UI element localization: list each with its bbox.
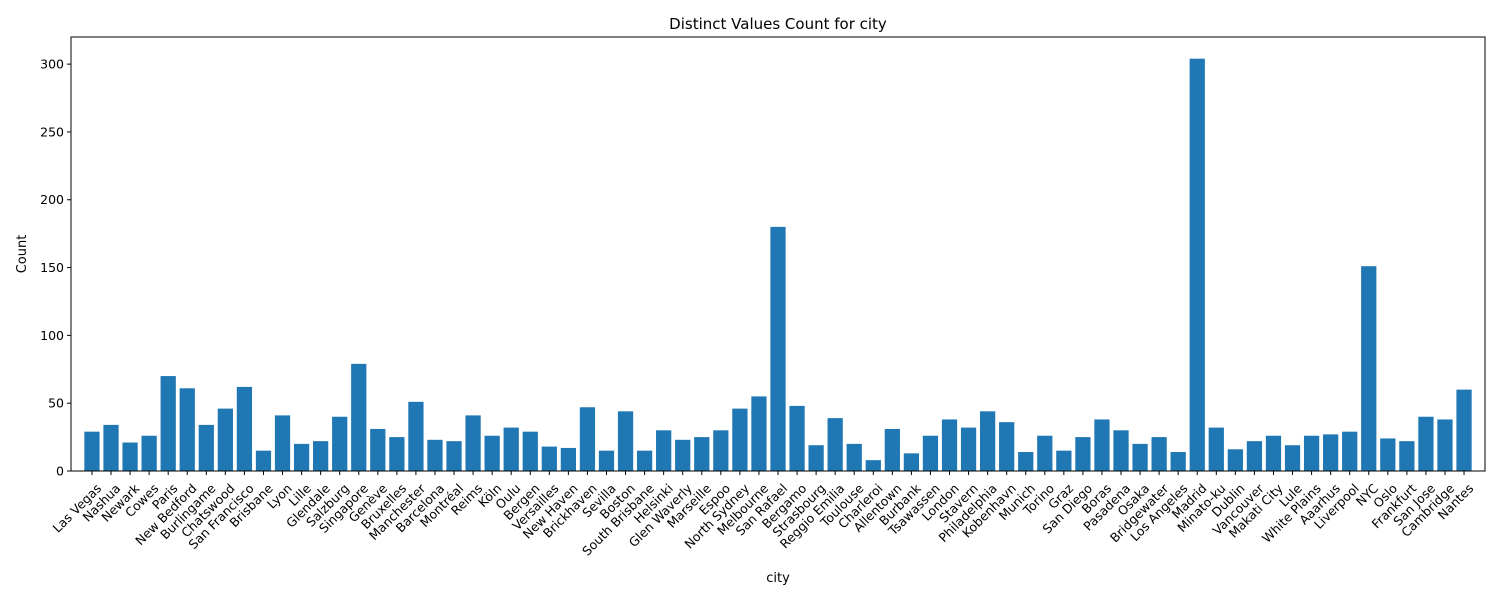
x-axis-label: city <box>766 571 790 586</box>
bar <box>217 408 233 471</box>
bar <box>751 396 767 471</box>
y-tick-label: 250 <box>40 124 64 139</box>
bar <box>827 418 843 471</box>
bar <box>694 437 710 471</box>
bar <box>332 416 348 471</box>
bar <box>1227 449 1243 471</box>
bar <box>370 428 386 471</box>
y-tick-label: 150 <box>40 260 64 275</box>
y-tick-label: 50 <box>48 396 64 411</box>
bar <box>141 435 157 471</box>
bar <box>1208 427 1224 471</box>
bar <box>960 427 977 471</box>
y-tick-label: 0 <box>56 463 64 478</box>
bar <box>446 441 462 471</box>
bar <box>846 443 862 471</box>
bar <box>351 363 367 471</box>
bar <box>1456 389 1472 471</box>
bar <box>313 441 329 471</box>
bar <box>1323 434 1339 471</box>
bar <box>770 226 786 471</box>
bar <box>789 405 805 471</box>
bar <box>903 453 920 471</box>
bar <box>980 411 996 471</box>
bar <box>865 460 881 471</box>
bar <box>598 450 615 471</box>
bar <box>1075 437 1091 471</box>
chart-title: Distinct Values Count for city <box>669 15 887 33</box>
bar <box>1094 419 1110 471</box>
y-axis-label: Count <box>15 235 30 274</box>
bar <box>274 415 291 471</box>
bar <box>1342 431 1358 471</box>
bar <box>541 446 557 471</box>
bar <box>84 431 100 471</box>
bar <box>1399 441 1415 471</box>
bar <box>1170 452 1186 471</box>
bar <box>255 450 272 471</box>
bar <box>1113 430 1129 471</box>
bar <box>103 424 119 471</box>
bar <box>579 407 596 471</box>
bar <box>1418 416 1434 471</box>
bar <box>1284 445 1301 471</box>
bar <box>713 430 729 471</box>
bar <box>1437 419 1453 471</box>
bar <box>1361 266 1377 471</box>
plot-frame <box>70 36 1486 472</box>
bar <box>1303 435 1320 471</box>
bar <box>1189 58 1205 471</box>
y-tick-label: 200 <box>40 192 64 207</box>
bar <box>484 435 500 471</box>
bar <box>732 408 748 471</box>
bar <box>675 439 691 471</box>
bar <box>636 450 653 471</box>
bar <box>465 415 481 471</box>
bar <box>1151 437 1167 471</box>
bar <box>1037 435 1053 471</box>
bar <box>1246 441 1263 471</box>
bar <box>999 422 1015 471</box>
bar <box>179 388 195 471</box>
bar <box>427 439 443 471</box>
bar <box>1132 443 1148 471</box>
bar <box>941 419 958 471</box>
bar <box>293 443 310 471</box>
bar <box>198 424 214 471</box>
bar <box>808 445 824 471</box>
bar <box>1380 438 1396 471</box>
bar <box>408 401 424 471</box>
bar <box>1018 452 1034 471</box>
bar <box>236 386 253 471</box>
y-axis-ticks: 0 50 100 150 200 250 300 <box>40 57 71 478</box>
bar <box>122 442 138 471</box>
y-tick-label: 100 <box>40 328 64 343</box>
bar <box>560 447 576 471</box>
bar <box>1265 435 1282 471</box>
bars-group <box>84 58 1472 471</box>
bar <box>160 376 176 471</box>
bar <box>522 431 538 471</box>
bar <box>389 437 405 471</box>
bar <box>656 430 672 471</box>
bar <box>503 427 519 471</box>
bar <box>884 428 900 471</box>
y-tick-label: 300 <box>40 57 64 72</box>
bar <box>617 411 634 471</box>
bar <box>922 435 939 471</box>
bar <box>1056 450 1072 471</box>
